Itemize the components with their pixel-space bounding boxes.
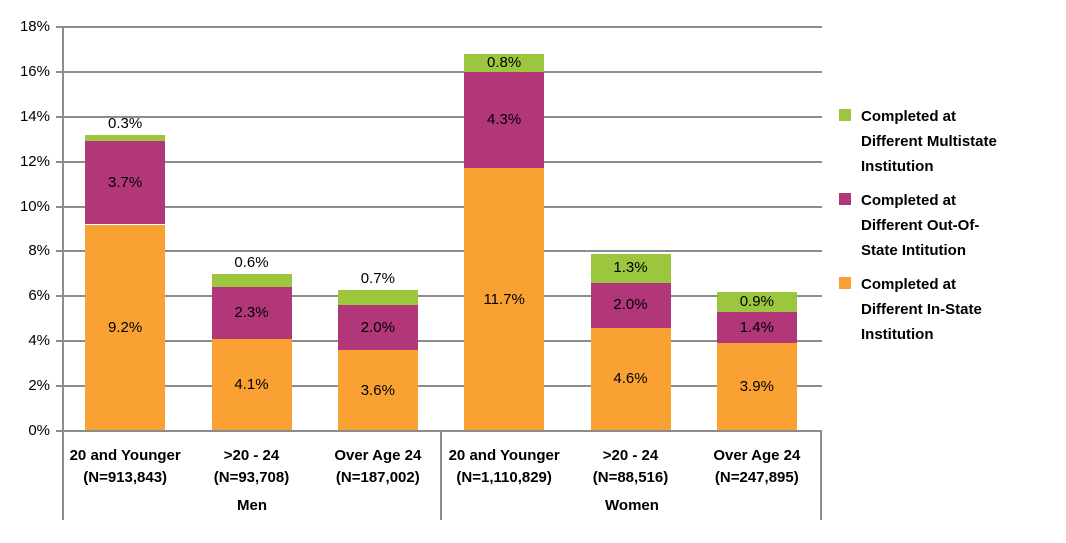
bar-segment [85,134,166,142]
bar-segment [337,289,418,306]
x-axis-category-label: >20 - 24 (N=88,516) [567,445,693,489]
y-axis-line [62,27,64,520]
bar-segment [590,282,671,328]
y-axis-tick-label: 8% [28,242,50,260]
legend-label-line: Institution [861,326,934,343]
y-axis-tick-label: 10% [19,197,50,215]
legend-label-line: Different In-State [861,301,982,318]
y-axis-tick-label: 6% [28,287,50,305]
value-label: 4.3% [487,111,522,129]
legend-label-line: Institution [861,158,934,175]
gridline [56,340,822,343]
value-label: 0.7% [360,269,395,287]
gridline [56,70,822,73]
category-age-line: Over Age 24 [713,447,801,464]
gridline [56,26,822,28]
value-label: 11.7% [483,290,525,308]
category-age-line: >20 - 24 [223,447,280,464]
bar-segment [464,71,545,169]
category-n-line: (N=913,843) [83,469,168,486]
value-label: 3.6% [360,381,395,399]
x-axis-category-label: Over Age 24 (N=247,895) [694,445,820,489]
value-label: 4.1% [234,375,269,393]
bar-segment [211,273,292,288]
legend-label-line: Different Out-Of- [861,217,980,234]
value-label: 3.7% [108,173,143,191]
category-age-line: >20 - 24 [602,447,659,464]
value-label: 2.0% [613,296,648,314]
x-axis-category-label: Over Age 24 (N=187,002) [315,445,441,489]
bar-segment [85,141,166,225]
gridline [56,385,822,388]
legend-swatch [839,109,851,121]
bar-segment [85,224,166,431]
value-label: 9.2% [108,318,143,336]
bar-segment [211,338,292,431]
category-n-line: (N=187,002) [335,469,420,486]
legend-label-line: State Intitution [861,242,966,259]
y-axis-tick-label: 12% [19,152,50,170]
bar-segment [590,327,671,431]
category-age-line: Over Age 24 [334,447,422,464]
bar-segment [464,53,545,72]
bar-segment [337,350,418,431]
y-axis-tick-label: 4% [28,332,50,350]
bar-segment [211,287,292,339]
x-axis-category-label: 20 and Younger (N=1,110,829) [441,445,567,489]
bar-segment [716,343,797,431]
value-label: 2.0% [360,318,395,336]
group-separator [440,431,442,520]
value-label: 1.3% [613,259,648,277]
value-label: 0.3% [108,114,143,132]
gridline [56,160,822,163]
legend-label: Completed at Different In-State Institutio… [861,272,1061,347]
gridline [56,205,822,208]
bar-segment [590,253,671,283]
y-axis-tick-label: 18% [19,18,50,35]
legend-item: Completed at Different In-State Institutio… [839,272,1061,347]
value-label: 0.8% [487,53,522,71]
gridline [56,115,822,118]
category-age-line: 20 and Younger [448,447,560,464]
legend-item: Completed at Different Multistate Institut… [839,104,1061,179]
category-n-line: (N=247,895) [714,469,799,486]
legend-label-line: Completed at [861,108,957,125]
value-label: 4.6% [613,370,648,388]
y-axis-tick-label: 0% [28,422,50,439]
bar-segment [716,291,797,313]
x-axis-category-label: 20 and Younger (N=913,843) [62,445,188,489]
legend-swatch [839,193,851,205]
category-age-line: 20 and Younger [69,447,181,464]
legend-label: Completed at Different Multistate Institut… [861,104,1061,179]
category-n-line: (N=1,110,829) [456,469,552,486]
value-label: 1.4% [739,318,774,336]
value-label: 0.6% [234,253,269,271]
y-axis-tick-label: 2% [28,377,50,395]
legend-label-line: Completed at [861,192,957,209]
group-separator [820,431,822,520]
category-n-line: (N=93,708) [213,469,290,486]
value-label: 2.3% [234,304,269,322]
legend-label: Completed at Different Out-Of- State Intit… [861,188,1061,263]
x-axis-line [56,430,822,432]
value-label: 3.9% [739,378,774,396]
gridline [56,295,822,298]
gridline [56,250,822,253]
category-n-line: (N=88,516) [592,469,669,486]
group-label-men: Men [237,497,267,514]
bar-segment [716,312,797,344]
legend-item: Completed at Different Out-Of- State Intit… [839,188,1061,263]
legend-label-line: Completed at [861,276,957,293]
legend-swatch [839,277,851,289]
x-axis-category-label: >20 - 24 (N=93,708) [188,445,314,489]
group-label-women: Women [605,497,659,514]
bar-segment [464,168,545,431]
y-axis-tick-label: 16% [19,62,50,80]
y-axis-tick-label: 14% [19,107,50,125]
legend-label-line: Different Multistate [861,133,997,150]
value-label: 0.9% [739,292,774,310]
bar-segment [337,305,418,351]
